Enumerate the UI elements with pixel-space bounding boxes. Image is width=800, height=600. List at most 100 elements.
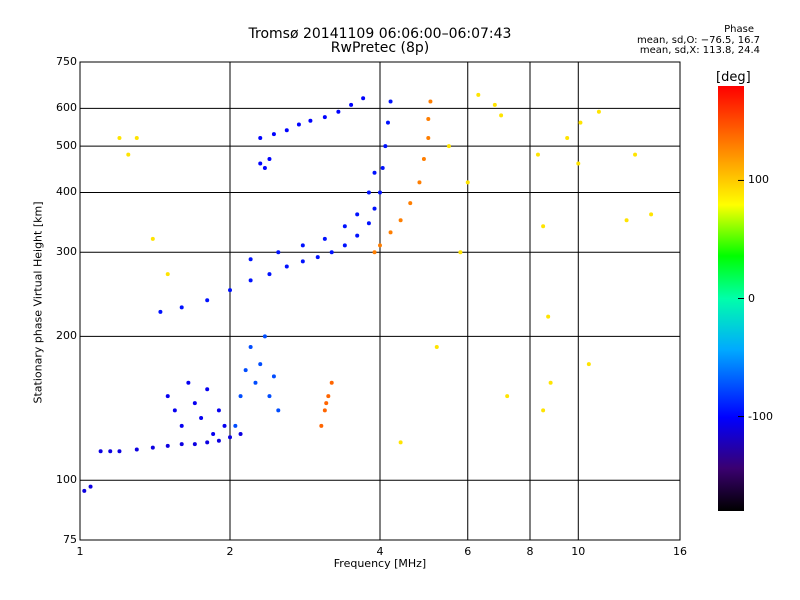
echo-point	[548, 380, 553, 385]
echo-point	[276, 408, 281, 413]
echo-point	[300, 243, 305, 248]
echo-point	[342, 224, 347, 229]
echo-point	[216, 408, 221, 413]
echo-point	[276, 250, 281, 255]
echo-point	[329, 380, 334, 385]
echo-point	[434, 345, 439, 350]
chart-title: Tromsø 20141109 06:06:00–06:07:43	[248, 26, 512, 42]
echo-point	[271, 374, 276, 379]
echo-point	[366, 190, 371, 195]
echo-point	[284, 264, 289, 269]
colorbar-tickmarks	[738, 179, 744, 418]
echo-point	[150, 445, 155, 450]
echo-point	[248, 278, 253, 283]
echo-point	[117, 136, 122, 141]
echo-point	[322, 115, 327, 120]
y-tick-label: 200	[56, 329, 77, 343]
echo-point	[426, 136, 431, 141]
echo-point	[179, 305, 184, 310]
echo-point	[372, 206, 377, 211]
echo-point	[258, 161, 263, 166]
echo-point	[476, 92, 481, 97]
echo-point	[378, 243, 382, 248]
echo-point	[336, 109, 341, 114]
echo-point	[165, 272, 170, 277]
echo-point	[134, 447, 139, 452]
echo-point	[108, 449, 113, 454]
echo-point	[322, 236, 327, 241]
echo-point	[216, 438, 221, 443]
echo-point	[315, 255, 320, 260]
x-tick-label: 2	[226, 545, 234, 558]
echo-point	[565, 136, 570, 141]
echo-point	[649, 212, 654, 217]
echo-point	[248, 257, 253, 262]
echo-point	[421, 157, 426, 162]
echo-point	[205, 387, 210, 392]
echo-point	[253, 380, 258, 385]
echo-point	[267, 157, 272, 162]
colorbar-unit: [deg]	[716, 70, 751, 85]
echo-point	[192, 401, 197, 406]
colorbar-tick-label: -100	[748, 409, 773, 423]
echo-point	[158, 309, 163, 314]
echo-point	[243, 368, 248, 373]
echo-point	[222, 423, 227, 428]
x-tick-label: 4	[376, 545, 384, 558]
echo-point	[165, 443, 170, 448]
echo-point	[267, 272, 272, 277]
echo-point	[186, 380, 191, 385]
echo-point	[322, 408, 327, 413]
echo-point	[546, 314, 551, 319]
echo-point	[248, 345, 253, 350]
echo-point	[300, 259, 305, 264]
echo-point	[426, 116, 431, 121]
echo-point	[388, 99, 393, 104]
y-tick-label: 500	[56, 139, 77, 153]
echo-point	[458, 250, 463, 255]
echo-point	[82, 488, 87, 493]
echo-point	[262, 166, 267, 171]
echo-point	[372, 170, 377, 175]
echo-point	[150, 236, 155, 241]
echo-point	[262, 334, 267, 339]
echo-point	[308, 118, 313, 123]
echo-point	[499, 113, 504, 118]
echo-point	[505, 394, 510, 399]
echo-point	[258, 362, 263, 367]
echo-point	[541, 408, 546, 413]
echo-point	[349, 102, 354, 107]
x-tick-label: 8	[526, 545, 534, 558]
echo-point	[117, 449, 122, 454]
echo-point	[383, 144, 388, 149]
echo-point	[319, 423, 324, 428]
echo-point	[238, 394, 243, 399]
echo-point	[385, 120, 390, 125]
echo-point	[417, 180, 422, 185]
echo-point	[578, 120, 583, 125]
y-tick-label: 750	[56, 55, 77, 68]
echo-point	[258, 136, 263, 141]
echo-point	[366, 221, 371, 226]
echo-point	[408, 201, 413, 206]
echo-point	[372, 250, 377, 255]
echo-point	[355, 212, 360, 217]
echo-point	[624, 218, 629, 223]
echo-point	[446, 144, 451, 149]
echo-point	[296, 122, 301, 127]
echo-point	[205, 440, 210, 445]
echo-point	[378, 190, 382, 195]
echo-point	[271, 132, 276, 137]
echo-point	[88, 484, 93, 489]
echo-point	[228, 288, 232, 293]
echo-point	[329, 250, 334, 255]
chart-subtitle: RwPretec (8p)	[330, 40, 430, 56]
y-tick-label: 100	[56, 473, 77, 487]
echo-point	[211, 431, 216, 436]
echo-point	[388, 230, 393, 235]
echo-point	[342, 243, 347, 248]
echo-point	[428, 99, 433, 104]
colorbar-tick-label: 100	[748, 173, 769, 187]
echo-point	[361, 96, 366, 101]
